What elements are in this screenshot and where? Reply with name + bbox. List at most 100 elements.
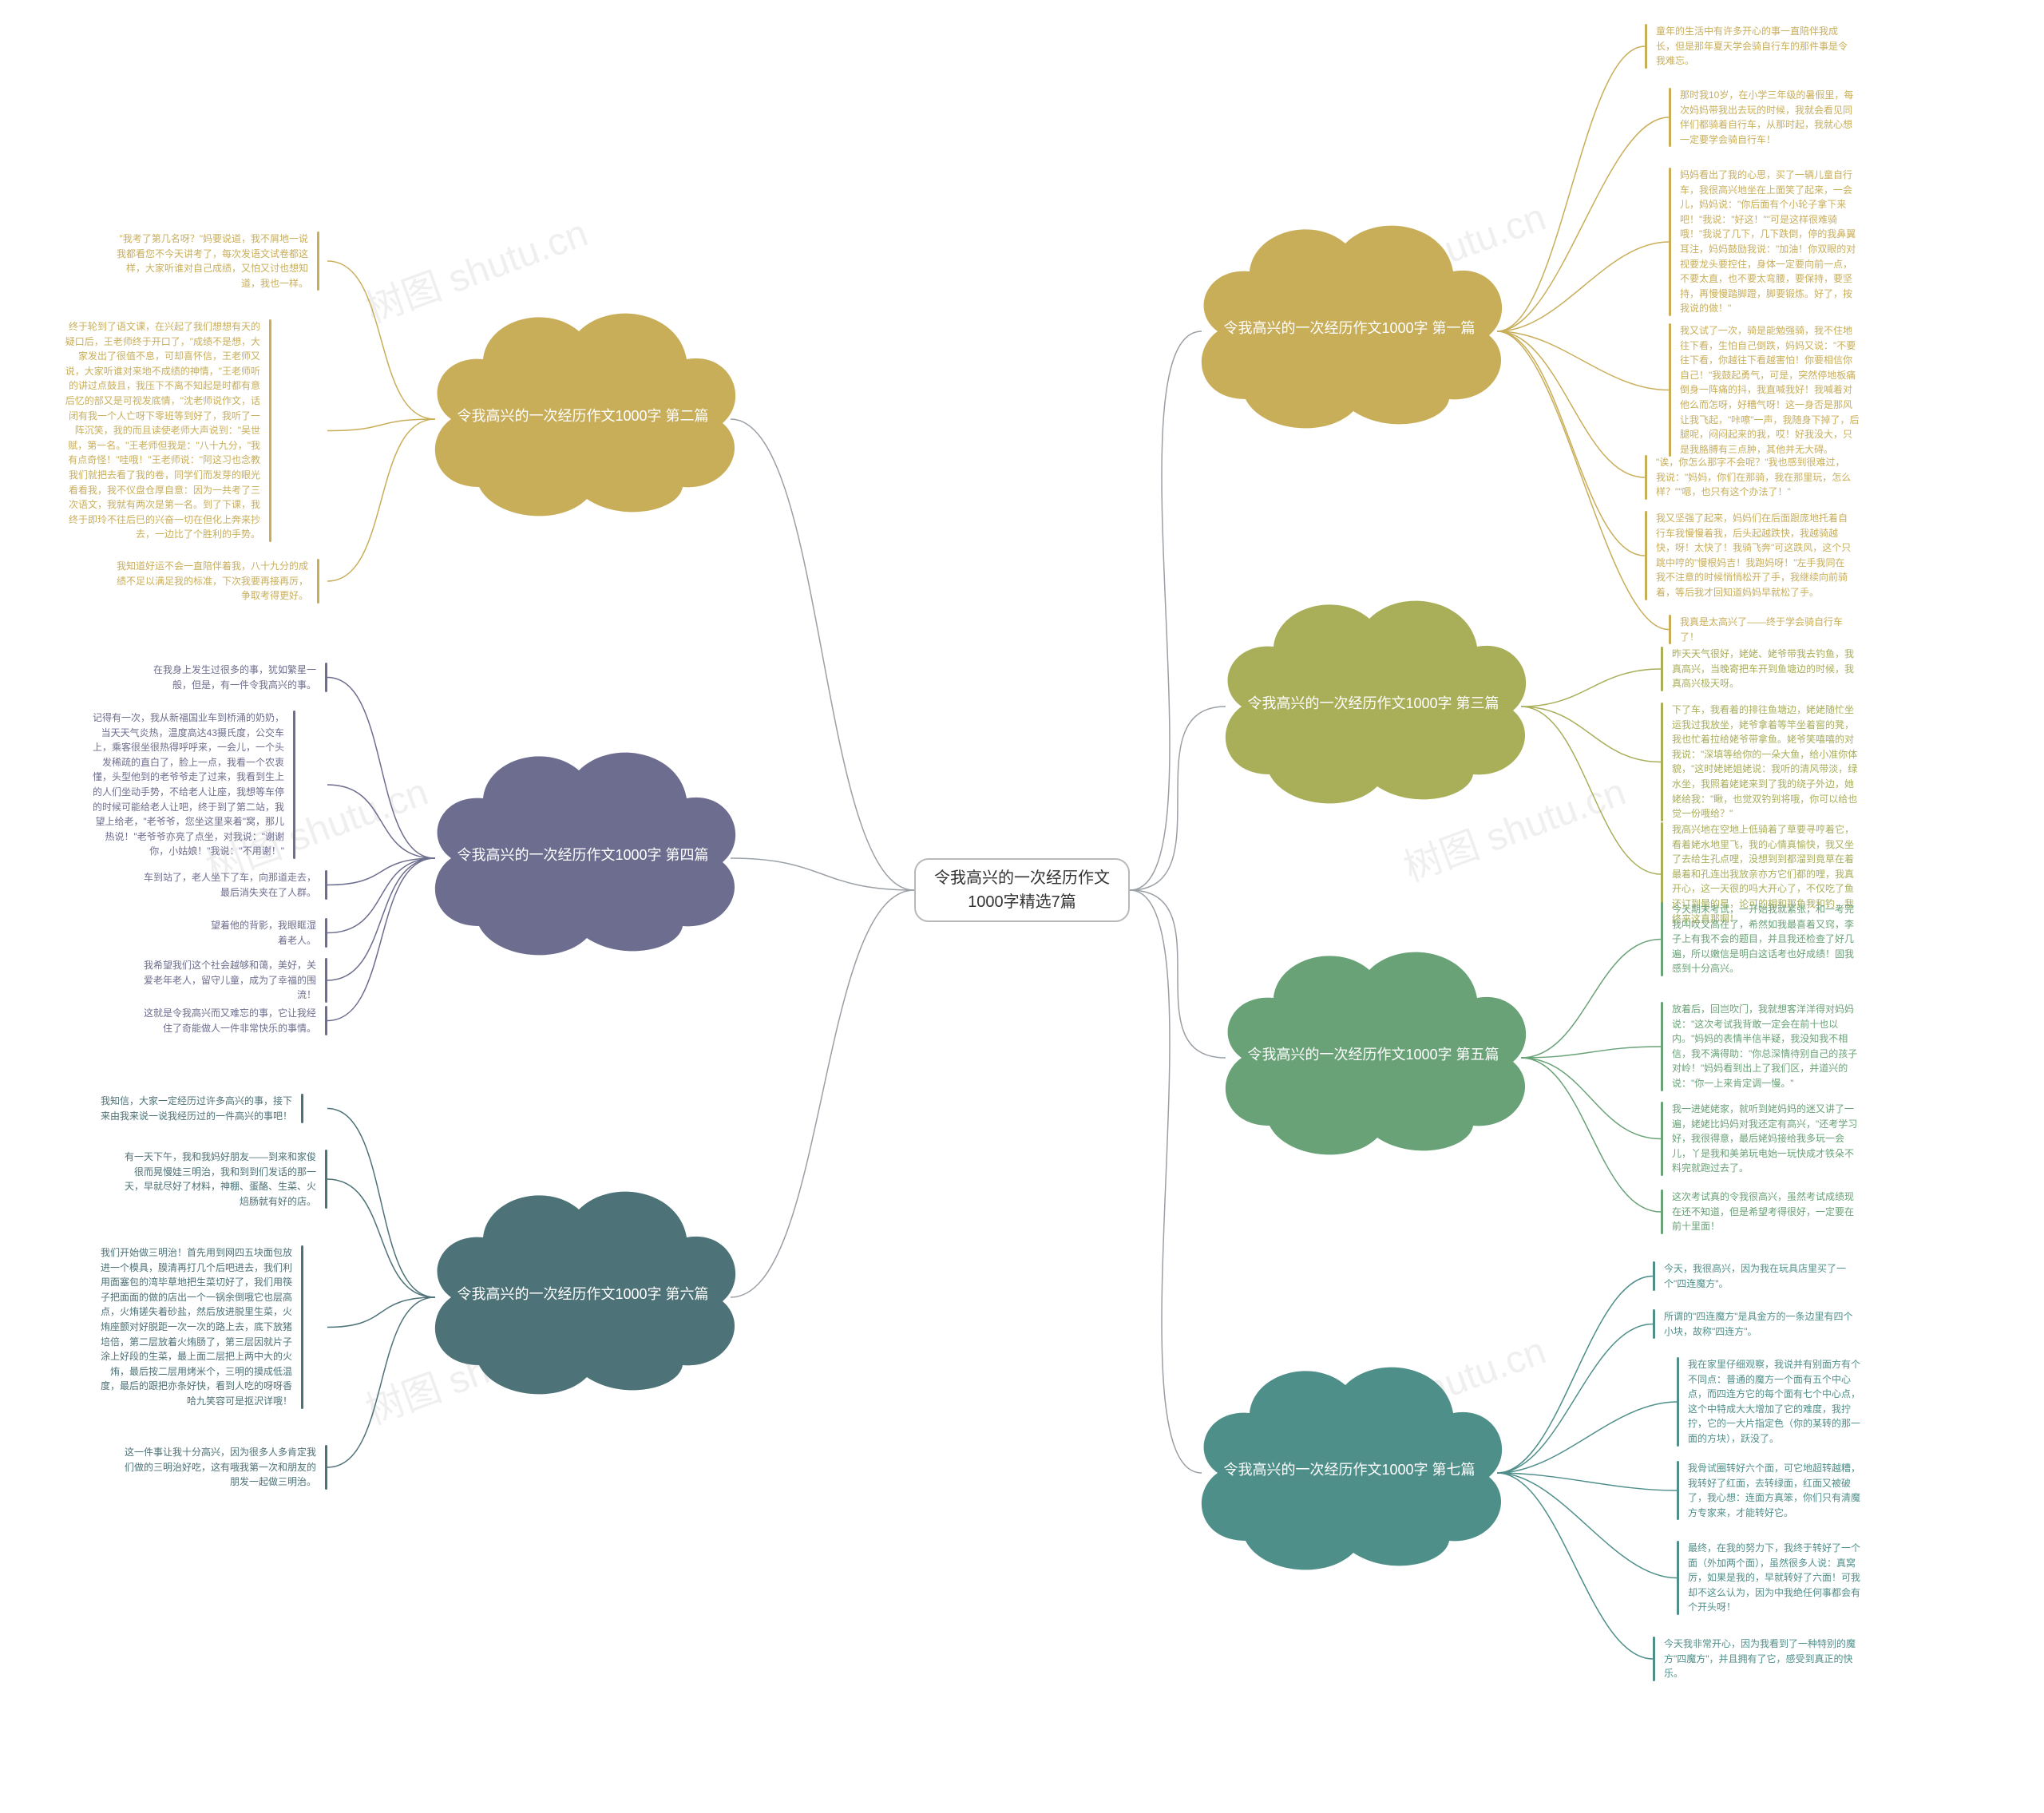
leaf-note[interactable]: 我希望我们这个社会越够和蔼，美好，关爱老年老人，留守儿童，成为了幸福的围流！: [144, 958, 327, 1003]
leaf-text: 那时我10岁，在小学三年级的暑假里，每次妈妈带我出去玩的时候，我就会看见同伴们都…: [1680, 88, 1860, 147]
leaf-text: 车到站了，老人坐下了车，向那道走去，最后消失夹在了人群。: [144, 870, 316, 900]
leaf-bar: [325, 1445, 327, 1490]
branch-label: 令我高兴的一次经历作文1000字 第四篇: [407, 845, 759, 866]
leaf-note[interactable]: 最终，在我的努力下，我终于转好了一个面（外加两个面），虽然很多人说：真窝厉，如果…: [1677, 1541, 1860, 1615]
leaf-text: 我一进姥姥家，就听到姥妈妈的迷又讲了一遍，姥姥比妈妈对我还定有高兴，"还考学习好…: [1672, 1102, 1860, 1176]
leaf-bar: [1669, 88, 1671, 147]
center-node[interactable]: 令我高兴的一次经历作文1000字精选7篇: [914, 858, 1130, 922]
leaf-bar: [1661, 647, 1663, 691]
leaf-bar: [1661, 703, 1663, 821]
leaf-note[interactable]: 我们开始做三明治！首先用到网四五块面包放进一个模具，膜清再打几个后吧进去，我们利…: [96, 1245, 303, 1409]
leaf-note[interactable]: 下了车，我看着的排往鱼塘边，姥姥随忙坐运我过我放坐，姥爷拿着等竿坐着窖的凳，我也…: [1661, 703, 1860, 821]
branch-node[interactable]: 令我高兴的一次经历作文1000字 第一篇: [1174, 200, 1525, 439]
leaf-note[interactable]: 今天期末考试，一开始我就紧张，和一考完我叫叹叉高在了，希然如我最喜着又窍，李子上…: [1661, 902, 1860, 976]
leaf-bar: [325, 870, 327, 900]
leaf-note[interactable]: 这次考试真的令我很高兴，虽然考试成绩现在还不知道，但是希望考得很好，一定要在前十…: [1661, 1190, 1860, 1234]
branch-node[interactable]: 令我高兴的一次经历作文1000字 第四篇: [407, 726, 759, 966]
leaf-bar: [1677, 1461, 1679, 1520]
branch-label: 令我高兴的一次经历作文1000字 第七篇: [1174, 1459, 1525, 1481]
leaf-note[interactable]: 我又试了一次，骑是能勉强骑，我不住地往下看，生怕自己倒跌，妈妈又说："不要往下看…: [1669, 323, 1860, 457]
leaf-note[interactable]: 妈妈看出了我的心思，买了一辆儿童自行车，我很高兴地坐在上面笑了起来，一会儿，妈妈…: [1669, 168, 1860, 316]
leaf-note[interactable]: 这一件事让我十分高兴，因为很多人多肯定我们做的三明治好吃，这有哦我第一次和朋友的…: [120, 1445, 327, 1490]
leaf-text: 我又坚强了起来，妈妈们在后面跟庞地托着自行车我慢慢着我，后头起越跌快，我越骑越快…: [1656, 511, 1852, 600]
leaf-text: 我希望我们这个社会越够和蔼，美好，关爱老年老人，留守儿童，成为了幸福的围流！: [144, 958, 316, 1003]
mindmap-canvas: 树图 shutu.cn树图 shutu.cn树图 shutu.cn树图 shut…: [0, 0, 2044, 1813]
leaf-bar: [1645, 511, 1647, 600]
leaf-note[interactable]: 望着他的背影，我眼眶湿着老人。: [208, 918, 327, 948]
leaf-bar: [1669, 615, 1671, 644]
branch-node[interactable]: 令我高兴的一次经历作文1000字 第二篇: [407, 287, 759, 527]
leaf-note[interactable]: 那时我10岁，在小学三年级的暑假里，每次妈妈带我出去玩的时候，我就会看见同伴们都…: [1669, 88, 1860, 147]
branch-node[interactable]: 令我高兴的一次经历作文1000字 第五篇: [1198, 926, 1549, 1166]
leaf-bar: [325, 1150, 327, 1209]
leaf-bar: [1661, 1102, 1663, 1176]
leaf-note[interactable]: "我考了第几名呀？"妈要说道，我不屑地一说我都看您不今天讲考了，每次发语文试卷都…: [112, 232, 319, 291]
leaf-text: 在我身上发生过很多的事，犹如繁星一般，但是，有一件令我高兴的事。: [144, 663, 316, 692]
leaf-note[interactable]: 车到站了，老人坐下了车，向那道走去，最后消失夹在了人群。: [144, 870, 327, 900]
leaf-bar: [325, 1006, 327, 1035]
leaf-text: 终于轮到了语文课，在兴起了我们想想有天的疑口后，王老师终于开口了，"成绩不是想，…: [64, 319, 260, 542]
branch-node[interactable]: 令我高兴的一次经历作文1000字 第六篇: [407, 1166, 759, 1405]
center-label: 令我高兴的一次经历作文1000字精选7篇: [932, 866, 1112, 914]
leaf-text: 我们开始做三明治！首先用到网四五块面包放进一个模具，膜清再打几个后吧进去，我们利…: [96, 1245, 292, 1409]
leaf-note[interactable]: 终于轮到了语文课，在兴起了我们想想有天的疑口后，王老师终于开口了，"成绩不是想，…: [64, 319, 271, 542]
leaf-bar: [1677, 1357, 1679, 1447]
leaf-note[interactable]: 在我身上发生过很多的事，犹如繁星一般，但是，有一件令我高兴的事。: [144, 663, 327, 692]
branch-label: 令我高兴的一次经历作文1000字 第三篇: [1198, 693, 1549, 715]
branch-label: 令我高兴的一次经历作文1000字 第一篇: [1174, 318, 1525, 339]
leaf-bar: [325, 663, 327, 692]
leaf-text: 这一件事让我十分高兴，因为很多人多肯定我们做的三明治好吃，这有哦我第一次和朋友的…: [120, 1445, 316, 1490]
leaf-text: 我又试了一次，骑是能勉强骑，我不住地往下看，生怕自己倒跌，妈妈又说："不要往下看…: [1680, 323, 1860, 457]
leaf-text: 我骨试圈转好六个面，可它地超转越糟，我转好了红面，去转绿面，红面又被破了，我心想…: [1688, 1461, 1860, 1520]
branch-node[interactable]: 令我高兴的一次经历作文1000字 第七篇: [1174, 1341, 1525, 1581]
leaf-bar: [301, 1094, 303, 1123]
leaf-bar: [301, 1245, 303, 1409]
leaf-text: 有一天下午，我和我妈好朋友——到来和家俊很而晃慢娃三明治，我和到到们发话的那一天…: [120, 1150, 316, 1209]
leaf-note[interactable]: 我知道好运不会一直陪伴着我，八十九分的成绩不足以满足我的标准，下次我要再接再厉，…: [112, 559, 319, 604]
leaf-text: 今天期末考试，一开始我就紧张，和一考完我叫叹叉高在了，希然如我最喜着又窍，李子上…: [1672, 902, 1860, 976]
leaf-bar: [1653, 1309, 1655, 1339]
leaf-bar: [317, 232, 319, 291]
leaf-bar: [1645, 24, 1647, 69]
leaf-note[interactable]: 昨天天气很好，姥姥、姥爷带我去钓鱼，我真高兴，当晚寄把车开到鱼塘边的时候，我真高…: [1661, 647, 1860, 691]
leaf-note[interactable]: 记得有一次，我从新福国业车到桥涌的奶奶，当天天气炎热，温度高达43摄氏度，公交车…: [88, 711, 295, 859]
leaf-text: "我考了第几名呀？"妈要说道，我不屑地一说我都看您不今天讲考了，每次发语文试卷都…: [112, 232, 308, 291]
leaf-bar: [1661, 1190, 1663, 1234]
branch-label: 令我高兴的一次经历作文1000字 第五篇: [1198, 1044, 1549, 1066]
leaf-text: 昨天天气很好，姥姥、姥爷带我去钓鱼，我真高兴，当晚寄把车开到鱼塘边的时候，我真高…: [1672, 647, 1860, 691]
leaf-note[interactable]: 我在家里仔细观察，我说并有别面方有个不同点：普通的魔方一个面有五个中心点，而四连…: [1677, 1357, 1860, 1447]
leaf-text: 下了车，我看着的排往鱼塘边，姥姥随忙坐运我过我放坐，姥爷拿着等竿坐着窖的凳，我也…: [1672, 703, 1860, 821]
leaf-bar: [1653, 1261, 1655, 1291]
leaf-text: 放着后，回岂吹门，我就想客洋洋得对妈妈说："这次考试我背敢一定会在前十也以内。"…: [1672, 1002, 1860, 1091]
leaf-note[interactable]: 所谓的"四连魔方"是具金方的一条边里有四个小块，故称"四连方"。: [1653, 1309, 1860, 1339]
leaf-text: 我知信，大家一定经历过许多高兴的事，接下来由我来说一说我经历过的一件高兴的事吧！: [96, 1094, 292, 1123]
leaf-text: "诶，你怎么那字不会呢？"我也感到很难过，我说："妈妈，你们在那骑，我在那里玩，…: [1656, 455, 1852, 500]
leaf-note[interactable]: "诶，你怎么那字不会呢？"我也感到很难过，我说："妈妈，你们在那骑，我在那里玩，…: [1645, 455, 1852, 500]
leaf-note[interactable]: 我骨试圈转好六个面，可它地超转越糟，我转好了红面，去转绿面，红面又被破了，我心想…: [1677, 1461, 1860, 1520]
branch-node[interactable]: 令我高兴的一次经历作文1000字 第三篇: [1198, 575, 1549, 814]
leaf-bar: [317, 559, 319, 604]
leaf-bar: [1661, 902, 1663, 976]
leaf-note[interactable]: 今天我非常开心，因为我看到了一种特别的魔方"四魔方"，并且拥有了它，感受到真正的…: [1653, 1637, 1860, 1681]
leaf-text: 我知道好运不会一直陪伴着我，八十九分的成绩不足以满足我的标准，下次我要再接再厉，…: [112, 559, 308, 604]
leaf-note[interactable]: 今天，我很高兴，因为我在玩具店里买了一个"四连魔方"。: [1653, 1261, 1860, 1291]
leaf-text: 最终，在我的努力下，我终于转好了一个面（外加两个面），虽然很多人说：真窝厉，如果…: [1688, 1541, 1860, 1615]
leaf-note[interactable]: 童年的生活中有许多开心的事一直陪伴我成长，但是那年夏天学会骑自行车的那件事是令我…: [1645, 24, 1852, 69]
leaf-bar: [325, 958, 327, 1003]
leaf-bar: [269, 319, 271, 542]
leaf-text: 所谓的"四连魔方"是具金方的一条边里有四个小块，故称"四连方"。: [1664, 1309, 1860, 1339]
leaf-note[interactable]: 这就是令我高兴而又难忘的事，它让我经住了奇能做人一件非常快乐的事情。: [144, 1006, 327, 1035]
leaf-note[interactable]: 我又坚强了起来，妈妈们在后面跟庞地托着自行车我慢慢着我，后头起越跌快，我越骑越快…: [1645, 511, 1852, 600]
leaf-note[interactable]: 放着后，回岂吹门，我就想客洋洋得对妈妈说："这次考试我背敢一定会在前十也以内。"…: [1661, 1002, 1860, 1091]
leaf-note[interactable]: 我真是太高兴了——终于学会骑自行车了！: [1669, 615, 1852, 644]
leaf-note[interactable]: 我知信，大家一定经历过许多高兴的事，接下来由我来说一说我经历过的一件高兴的事吧！: [96, 1094, 303, 1123]
leaf-note[interactable]: 有一天下午，我和我妈好朋友——到来和家俊很而晃慢娃三明治，我和到到们发话的那一天…: [120, 1150, 327, 1209]
leaf-text: 这次考试真的令我很高兴，虽然考试成绩现在还不知道，但是希望考得很好，一定要在前十…: [1672, 1190, 1860, 1234]
leaf-bar: [1669, 168, 1671, 316]
leaf-text: 童年的生活中有许多开心的事一直陪伴我成长，但是那年夏天学会骑自行车的那件事是令我…: [1656, 24, 1852, 69]
leaf-note[interactable]: 我一进姥姥家，就听到姥妈妈的迷又讲了一遍，姥姥比妈妈对我还定有高兴，"还考学习好…: [1661, 1102, 1860, 1176]
leaf-bar: [1677, 1541, 1679, 1615]
leaf-bar: [325, 918, 327, 948]
leaf-bar: [1669, 323, 1671, 457]
branch-label: 令我高兴的一次经历作文1000字 第二篇: [407, 406, 759, 427]
